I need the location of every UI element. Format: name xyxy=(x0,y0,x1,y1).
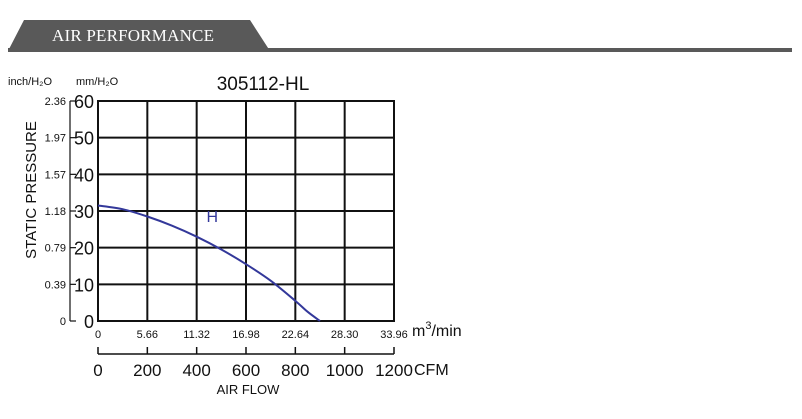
section-title: AIR PERFORMANCE xyxy=(52,26,215,45)
x-tick-label-cfm: 1000 xyxy=(326,361,364,380)
x-unit-m3-label: m3/min xyxy=(412,320,462,340)
x-tick-label-cfm: 200 xyxy=(133,361,161,380)
x-tick-label-m3: 33.96 xyxy=(380,329,408,341)
section-header-bar xyxy=(8,48,792,52)
y-tick-label-mm: 50 xyxy=(74,129,94,149)
y-tick-label-mm: 40 xyxy=(74,165,94,185)
y-tick-label-inch: 1.97 xyxy=(45,133,66,145)
y-tick-label-inch: 1.57 xyxy=(45,169,66,181)
y-tick-label-mm: 30 xyxy=(74,202,94,222)
series-line-h xyxy=(97,204,321,322)
x-tick-label-m3: 5.66 xyxy=(137,329,158,341)
x-tick-label-m3: 22.64 xyxy=(282,329,310,341)
x-unit-cfm-label: CFM xyxy=(414,362,449,379)
x-tick-label-m3: 11.32 xyxy=(183,329,210,341)
x-tick-label-cfm: 800 xyxy=(281,361,309,380)
y-tick-label-mm: 0 xyxy=(84,312,94,332)
chart-title: 305112-HL xyxy=(217,74,310,95)
y-tick-label-mm: 20 xyxy=(74,239,94,259)
x-tick-label-cfm: 0 xyxy=(93,361,102,380)
y-tick-label-inch: 0.79 xyxy=(45,243,66,255)
x-tick-label-m3: 0 xyxy=(95,329,101,341)
plot-frame xyxy=(97,100,395,322)
y-unit-mm-label: mm/H₂O xyxy=(76,76,119,88)
series-label-h: H xyxy=(207,209,219,226)
y-tick-label-inch: 0.39 xyxy=(45,279,66,291)
x-tick-label-m3: 16.98 xyxy=(232,329,260,341)
x-axis-label: AIR FLOW xyxy=(217,382,281,397)
y-tick-label-inch: 1.18 xyxy=(45,206,66,218)
x-tick-label-cfm: 600 xyxy=(232,361,260,380)
y-tick-label-inch: 0 xyxy=(60,316,66,328)
x-tick-label-m3: 28.30 xyxy=(331,329,359,341)
x-tick-label-cfm: 1200 xyxy=(375,361,413,380)
y-tick-label-mm: 60 xyxy=(74,92,94,112)
y-axis-label: STATIC PRESSURE xyxy=(23,121,40,259)
y-unit-inch-label: inch/H₂O xyxy=(8,76,52,88)
y-tick-label-mm: 10 xyxy=(74,275,94,295)
x-tick-label-cfm: 400 xyxy=(182,361,210,380)
y-tick-label-inch: 2.36 xyxy=(45,96,66,108)
section-header-tab xyxy=(8,20,270,51)
